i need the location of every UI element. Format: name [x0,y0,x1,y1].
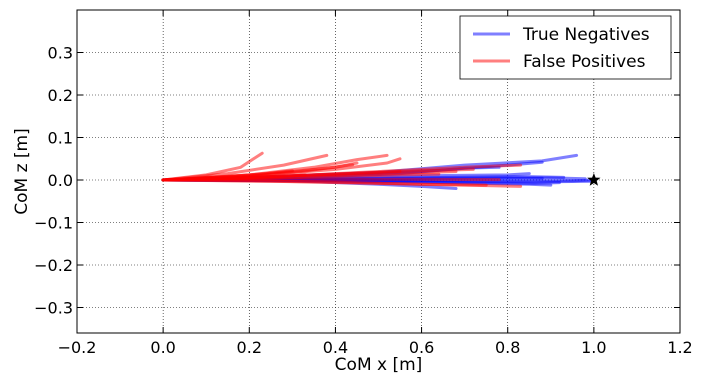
x-tick-label: 0.4 [323,338,348,357]
y-tick-label: 0.1 [48,129,73,148]
y-tick-label: −0.3 [34,299,73,318]
x-tick-label: 0.0 [150,338,175,357]
x-tick-label: 1.0 [581,338,606,357]
legend-label-true-negatives: True Negatives [522,25,650,45]
y-axis-label: CoM z [m] [12,128,32,215]
y-tick-label: 0.0 [48,171,73,190]
x-tick-label: 0.8 [495,338,520,357]
y-tick-label: 0.3 [48,44,73,63]
annotation-markers [587,173,601,186]
x-tick-label: 0.2 [237,338,262,357]
star-marker [587,173,601,186]
trajectory-series [161,151,596,190]
series-false-positives [161,151,523,188]
plot-frame [76,9,681,334]
legend-label-false-positives: False Positives [523,52,646,72]
x-tick-label: 0.6 [409,338,434,357]
y-tick-label: 0.2 [48,86,73,105]
legend-box [459,15,672,80]
x-tick-label: −0.2 [58,338,97,357]
x-tick-label: 1.2 [667,338,692,357]
trajectory-line [161,169,294,182]
trajectory-line [161,177,501,182]
y-tick-label: −0.2 [34,256,73,275]
axis-ticks: −0.2 0.0 0.2 0.4 0.6 0.8 1.0 1.2 −0.3 −0.2 −0.1 0.0… [34,10,693,357]
legend: True Negatives False Positives [459,15,672,80]
y-tick-label: −0.1 [34,214,73,233]
x-axis-label: CoM x [m] [335,355,423,374]
